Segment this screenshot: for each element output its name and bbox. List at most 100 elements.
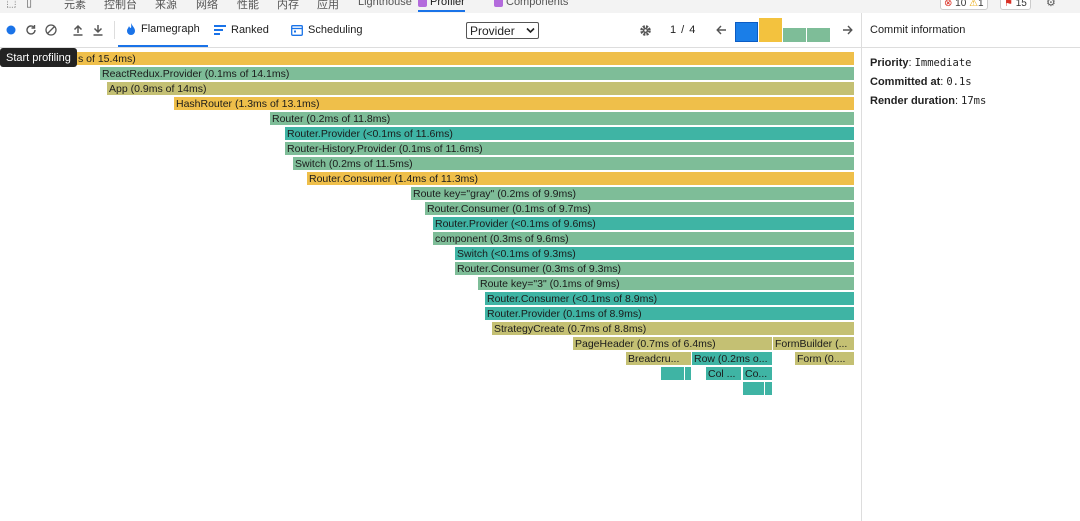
flame-bar[interactable]: Router.Provider (<0.1ms of 11.6ms) [285,127,855,141]
flame-bar[interactable] [743,382,765,396]
download-icon [93,25,103,36]
reload-and-profile-button[interactable] [23,13,39,47]
inspect-icon[interactable]: ⬚ [6,0,17,9]
gear-icon[interactable]: ⚙ [1046,0,1056,9]
clear-icon [45,24,57,36]
committed-at-label: Committed at [870,75,941,88]
commit-bar-4[interactable] [807,28,830,42]
tab-memory[interactable]: 内存 [277,0,299,11]
error-count: 10 [955,0,967,9]
root-selector[interactable]: Provider [466,22,539,39]
committed-at-row: Committed at: 0.1s [870,75,972,88]
tab-scheduling[interactable]: Scheduling [291,13,362,47]
priority-label: Priority [870,56,909,69]
flame-bar[interactable]: Route key="gray" (0.2ms of 9.9ms) [411,187,855,201]
committed-at-value: 0.1s [946,75,972,88]
start-profiling-tooltip: Start profiling [0,48,77,67]
flame-bar[interactable]: Router.Consumer (<0.1ms of 8.9ms) [485,292,855,306]
flame-bar[interactable] [765,382,773,396]
upload-icon [73,24,83,36]
commit-counter: 1 / 4 [670,24,697,36]
tab-ranked[interactable]: Ranked [214,13,269,47]
issues-count: 15 [1015,0,1027,9]
previous-commit-button[interactable] [713,13,729,47]
profiler-settings-button[interactable] [636,13,654,47]
flame-bar[interactable]: PageHeader (0.7ms of 6.4ms) [573,337,773,351]
flame-bar[interactable]: s of 15.4ms) [0,52,855,66]
tab-profiler-label: Profiler [430,0,465,8]
flame-bar[interactable]: Form (0.... [795,352,855,366]
warning-icon: ⚠ [969,0,979,9]
flame-bar[interactable]: HashRouter (1.3ms of 13.1ms) [174,97,855,111]
tab-console[interactable]: 控制台 [104,0,137,11]
react-icon [418,0,427,7]
error-icon: ⊗ [944,0,953,9]
tab-elements[interactable]: 元素 [64,0,86,11]
device-toggle-icon[interactable]: ▯ [26,0,33,9]
render-duration-value: 17ms [961,94,987,107]
tab-application[interactable]: 应用 [317,0,339,11]
tab-flamegraph[interactable]: Flamegraph [118,13,208,47]
flame-bar[interactable]: ReactRedux.Provider (0.1ms of 14.1ms) [100,67,855,81]
commit-bar-2[interactable] [759,18,782,42]
gear-icon [639,24,651,36]
record-icon [6,25,16,35]
flame-bar[interactable]: Router-History.Provider (0.1ms of 11.6ms… [285,142,855,156]
render-duration-row: Render duration: 17ms [870,94,987,107]
tab-performance[interactable]: 性能 [237,0,259,11]
flame-bar[interactable]: FormBuilder (... [773,337,855,351]
flame-icon [127,23,135,35]
tab-network[interactable]: 网络 [196,0,218,11]
tab-sources[interactable]: 来源 [155,0,177,11]
next-commit-button[interactable] [839,13,855,47]
flame-bar[interactable]: Router (0.2ms of 11.8ms) [270,112,855,126]
tab-flamegraph-label: Flamegraph [141,23,200,35]
record-button[interactable] [4,13,18,47]
commit-bar-3[interactable] [783,28,806,42]
flame-bar[interactable]: Router.Consumer (0.1ms of 9.7ms) [425,202,855,216]
flame-bar[interactable]: Breadcru... [626,352,692,366]
tab-ranked-label: Ranked [231,24,269,36]
tab-lighthouse[interactable]: Lighthouse [358,0,412,8]
flame-bar[interactable]: Row (0.2ms o... [692,352,773,366]
devtools-tab-strip: ⬚ ▯ 元素 控制台 来源 网络 性能 内存 应用 Lighthouse Pro… [0,0,1080,14]
flame-bar[interactable]: Route key="3" (0.1ms of 9ms) [478,277,855,291]
flamegraph-chart[interactable]: s of 15.4ms) ReactRedux.Provider (0.1ms … [0,51,861,521]
tab-components[interactable]: Components [494,0,568,8]
issues-badge[interactable]: ⚑ 15 [1000,0,1031,10]
tab-scheduling-label: Scheduling [308,24,363,36]
flame-bar[interactable] [685,367,692,381]
profiler-toolbar: Flamegraph Ranked Scheduling Provider 1 … [0,13,861,48]
root-selector-value: Provider [470,23,515,38]
issues-icon: ⚑ [1004,0,1013,9]
react-icon [494,0,503,7]
flame-bar[interactable]: StrategyCreate (0.7ms of 8.8ms) [492,322,855,336]
commit-info-title: Commit information [862,13,1080,48]
load-profile-button[interactable] [70,13,86,47]
commit-info-panel: Commit information Priority: Immediate C… [861,13,1080,521]
toolbar-divider [114,21,115,39]
ranked-icon [214,25,226,35]
flame-bar[interactable]: Router.Provider (<0.1ms of 9.6ms) [433,217,855,231]
save-profile-button[interactable] [90,13,106,47]
priority-row: Priority: Immediate [870,56,972,69]
flame-bar[interactable]: Router.Consumer (0.3ms of 9.3ms) [455,262,855,276]
flame-bar[interactable]: Col ... [706,367,742,381]
chevron-down-icon [526,27,535,34]
clear-profile-button[interactable] [43,13,59,47]
error-badge[interactable]: ⊗ 10 ⚠1 [940,0,988,10]
flame-bar[interactable]: App (0.9ms of 14ms) [107,82,855,96]
flame-bar[interactable]: Router.Consumer (1.4ms of 11.3ms) [307,172,855,186]
render-duration-label: Render duration [870,94,955,107]
flame-bar[interactable]: Co... [743,367,773,381]
arrow-right-icon [842,25,853,35]
flame-bar[interactable]: component (0.3ms of 9.6ms) [433,232,855,246]
warning-count: 1 [978,0,984,9]
tab-profiler[interactable]: Profiler [418,0,465,12]
flame-bar[interactable]: Switch (0.2ms of 11.5ms) [293,157,855,171]
flame-bar[interactable]: Router.Provider (0.1ms of 8.9ms) [485,307,855,321]
flame-bar[interactable] [661,367,685,381]
flame-bar[interactable]: Switch (<0.1ms of 9.3ms) [455,247,855,261]
reload-icon [26,25,36,35]
commit-bar-1[interactable] [735,22,758,42]
